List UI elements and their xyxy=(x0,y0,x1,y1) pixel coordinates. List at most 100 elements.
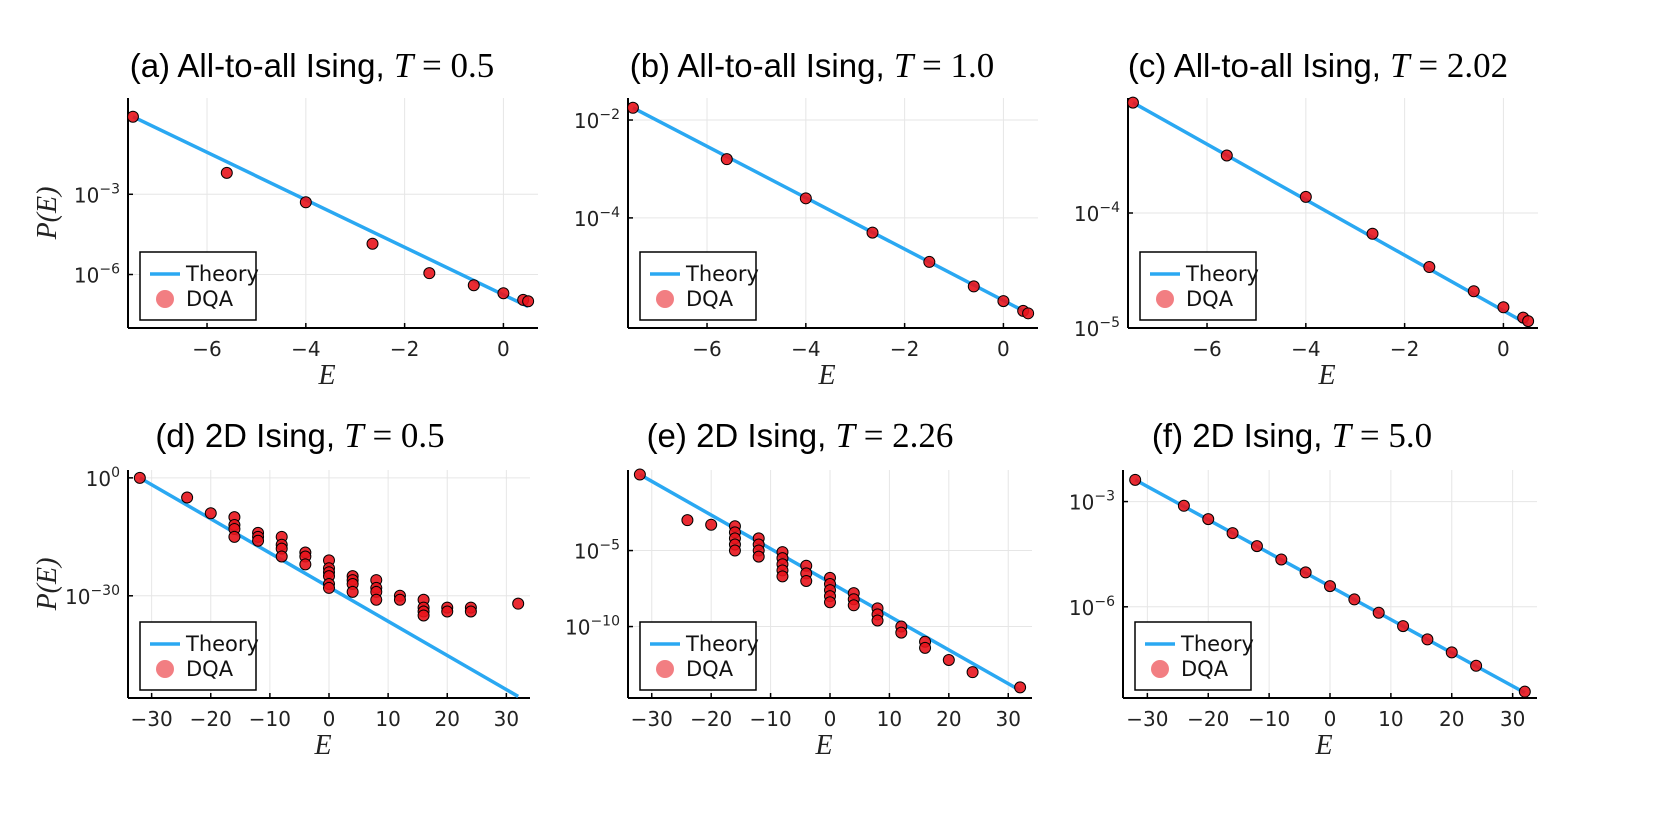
x-axis-label: E xyxy=(817,360,835,391)
dqa-point xyxy=(626,101,639,114)
panel-c: (c) All-to-all Ising, T = 2.02 −6 −4 −2 0 10−… xyxy=(1074,46,1538,391)
dqa-point xyxy=(752,550,765,563)
legend-dqa-swatch xyxy=(656,290,674,308)
x-tick-label: −4 xyxy=(1291,337,1320,361)
legend-dqa-swatch xyxy=(156,660,174,678)
dqa-point xyxy=(800,574,813,587)
x-tick-label: 0 xyxy=(497,337,510,361)
x-tick-label: −20 xyxy=(190,707,232,731)
legend-box xyxy=(139,621,257,691)
x-tick-label: 0 xyxy=(1497,337,1510,361)
legend-dqa-label: DQA xyxy=(1186,287,1234,311)
panel-f: (f) 2D Ising, T = 5.0 −30 −20 −10 0 10 20 30 10−… xyxy=(1069,416,1537,761)
dqa-point xyxy=(871,614,884,627)
legend-theory-label: Theory xyxy=(685,262,759,286)
x-tick-label: −2 xyxy=(390,337,419,361)
dqa-point xyxy=(1421,633,1434,646)
legend-theory-label: Theory xyxy=(185,632,259,656)
legend-theory-label: Theory xyxy=(1185,262,1259,286)
x-tick-label: −4 xyxy=(791,337,820,361)
dqa-point xyxy=(423,267,436,280)
dqa-point xyxy=(181,491,194,504)
dqa-point xyxy=(393,593,406,606)
dqa-point xyxy=(220,166,233,179)
dqa-point xyxy=(512,597,525,610)
dqa-point xyxy=(275,550,288,563)
dqa-point xyxy=(1445,646,1458,659)
x-tick-label: −4 xyxy=(291,337,320,361)
dqa-point xyxy=(1299,566,1312,579)
panel-title: (e) 2D Ising, T = 2.26 xyxy=(647,416,954,455)
x-tick-label: 20 xyxy=(936,707,961,731)
dqa-point xyxy=(464,605,477,618)
x-tick-label: 30 xyxy=(494,707,519,731)
dqa-point xyxy=(681,514,694,527)
y-tick-label: 10−30 xyxy=(65,583,120,609)
dqa-point xyxy=(720,153,733,166)
dqa-point xyxy=(1014,681,1027,694)
panel-e: (e) 2D Ising, T = 2.26 −30 −20 −10 0 10 20 30 10… xyxy=(565,416,1032,761)
theory-line xyxy=(1132,101,1529,327)
dqa-point xyxy=(1324,580,1336,593)
x-tick-label: 20 xyxy=(1439,707,1464,731)
x-tick-label: 0 xyxy=(323,707,336,731)
dqa-point xyxy=(467,279,480,292)
x-tick-label: −10 xyxy=(749,707,791,731)
legend-dqa-label: DQA xyxy=(1181,657,1229,681)
dqa-point xyxy=(1467,285,1480,298)
legend-dqa-label: DQA xyxy=(686,287,734,311)
dqa-point xyxy=(799,192,812,205)
x-axis-label: E xyxy=(317,360,335,391)
dqa-point xyxy=(1022,307,1035,320)
x-tick-label: −10 xyxy=(1248,707,1290,731)
dqa-point xyxy=(370,593,383,606)
panel-title: (c) All-to-all Ising, T = 2.02 xyxy=(1128,46,1508,85)
legend-theory-label: Theory xyxy=(185,262,259,286)
x-axis-label: E xyxy=(313,730,331,761)
y-tick-label: 10−3 xyxy=(1069,489,1115,515)
legend-box xyxy=(1139,251,1257,321)
x-tick-label: 10 xyxy=(1378,707,1403,731)
x-tick-label: −2 xyxy=(890,337,919,361)
x-tick-label: −30 xyxy=(1126,707,1168,731)
legend-dqa-swatch xyxy=(1151,660,1169,678)
x-tick-label: 10 xyxy=(877,707,902,731)
dqa-point xyxy=(1518,685,1531,698)
legend-box xyxy=(139,251,257,321)
dqa-point xyxy=(847,599,860,612)
legend-theory-label: Theory xyxy=(1180,632,1254,656)
x-tick-label: 20 xyxy=(435,707,460,731)
x-tick-label: −6 xyxy=(192,337,221,361)
x-tick-label: 0 xyxy=(997,337,1010,361)
legend-dqa-label: DQA xyxy=(686,657,734,681)
dqa-point xyxy=(824,596,836,609)
theory-line xyxy=(132,115,529,309)
dqa-point xyxy=(633,468,646,481)
x-tick-label: 0 xyxy=(1324,707,1337,731)
dqa-point xyxy=(204,507,217,520)
dqa-point xyxy=(228,530,241,543)
dqa-point xyxy=(1275,553,1288,566)
panel-title: (a) All-to-all Ising, T = 0.5 xyxy=(130,46,495,85)
panel-title: (d) 2D Ising, T = 0.5 xyxy=(155,416,444,455)
dqa-point xyxy=(728,544,741,557)
theory-line xyxy=(632,106,1029,315)
y-tick-label: 10−2 xyxy=(574,107,620,133)
dqa-point xyxy=(705,518,718,531)
legend-dqa-label: DQA xyxy=(186,287,234,311)
x-axis-label: E xyxy=(814,730,832,761)
y-axis-label: P(E) xyxy=(32,558,63,612)
dqa-point xyxy=(441,605,454,618)
x-tick-label: −30 xyxy=(131,707,173,731)
legend-dqa-swatch xyxy=(1156,290,1174,308)
dqa-point xyxy=(417,609,430,622)
dqa-point xyxy=(1299,190,1312,203)
y-tick-label: 10−6 xyxy=(74,262,120,288)
dqa-point xyxy=(1372,606,1385,619)
y-tick-label: 10−5 xyxy=(1074,315,1120,341)
dqa-point xyxy=(1366,227,1379,240)
y-tick-label: 10−3 xyxy=(74,181,120,207)
x-tick-label: −20 xyxy=(1187,707,1229,731)
legend-box xyxy=(639,251,757,321)
